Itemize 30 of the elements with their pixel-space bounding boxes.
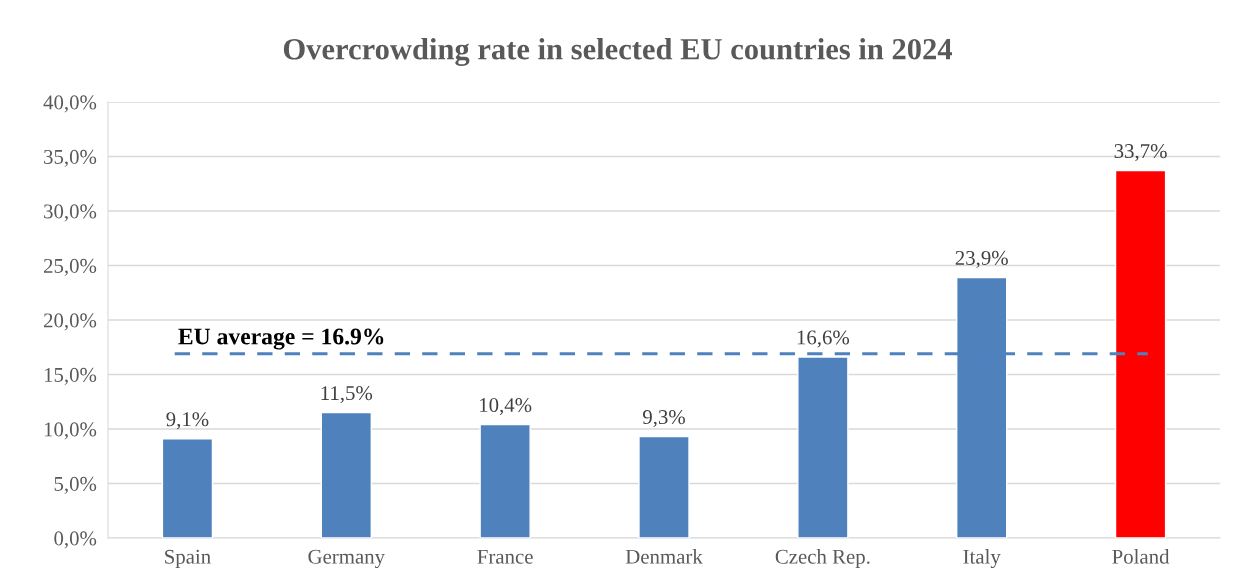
- data-label: 11,5%: [321, 386, 373, 404]
- data-label: 9,3%: [642, 410, 685, 428]
- bar: [638, 435, 690, 538]
- x-tick-label: France: [477, 549, 533, 564]
- y-tick-label: 20,0%: [43, 313, 97, 331]
- bar: [479, 423, 531, 538]
- y-tick-label: 25,0%: [43, 258, 97, 276]
- y-tick-label: 10,0%: [44, 422, 97, 440]
- data-label: 9,1%: [166, 412, 209, 430]
- x-tick-label: Italy: [963, 549, 1001, 569]
- bar: [161, 438, 214, 538]
- y-tick-label: 5,0%: [54, 476, 97, 494]
- data-label: 23,9%: [955, 250, 1008, 268]
- ref-line-label: EU average = 16.9%: [178, 328, 384, 350]
- y-tick-label: 40,0%: [43, 95, 97, 113]
- bar: [320, 411, 373, 538]
- x-tick-label: Spain: [165, 549, 211, 568]
- chart-title: Overcrowding rate in selected EU countries in 2024: [283, 38, 953, 66]
- bar: [1114, 169, 1167, 538]
- x-tick-label: Denmark: [625, 549, 703, 564]
- y-tick-label: 0,0%: [54, 531, 97, 549]
- x-tick-label: Germany: [308, 549, 385, 568]
- data-label: 16,6%: [797, 330, 850, 348]
- data-label: 10,4%: [480, 398, 532, 416]
- y-tick-label: 30,0%: [44, 204, 97, 222]
- x-tick-label: Poland: [1112, 549, 1170, 564]
- x-tick-label: Czech Rep.: [775, 549, 870, 568]
- data-label: 33,7%: [1114, 144, 1167, 162]
- y-tick-label: 35,0%: [44, 149, 97, 167]
- y-tick-label: 15,0%: [44, 367, 97, 385]
